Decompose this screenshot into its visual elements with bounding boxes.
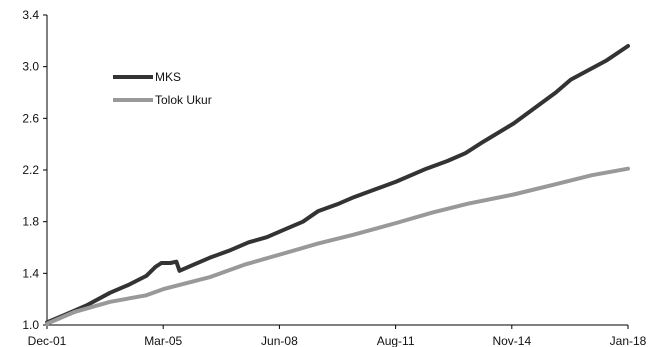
- plot-area: 1.0 1.4 1.8 2.2 2.6 3.0 3.4 Dec-01 Mar-05 Jun-08 A…: [22, 8, 646, 347]
- x-tick-label: Mar-05: [144, 334, 182, 347]
- x-tick-label: Aug-11: [377, 334, 415, 347]
- y-tick-label: 3.4: [22, 8, 39, 22]
- y-tick-label: 2.2: [22, 163, 39, 177]
- y-tick-label: 1.4: [22, 266, 39, 280]
- x-tick-label: Dec-01: [28, 334, 67, 347]
- x-tick-label: Jun-08: [261, 334, 298, 347]
- legend-label: MKS: [155, 70, 181, 84]
- y-tick-label: 1.8: [22, 215, 39, 229]
- x-tick-label: Nov-14: [492, 334, 531, 347]
- series-line-mks: [45, 44, 630, 325]
- y-tick-label: 3.0: [22, 60, 39, 74]
- x-tick-label: Jan-18: [610, 334, 647, 347]
- legend-label: Tolok Ukur: [155, 93, 212, 107]
- y-tick-label: 1.0: [22, 318, 39, 332]
- y-tick-label: 2.6: [22, 111, 39, 125]
- series-line-tolok-ukur: [45, 166, 630, 326]
